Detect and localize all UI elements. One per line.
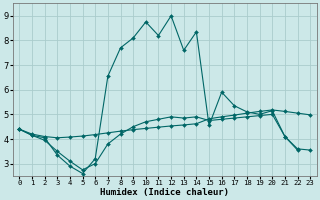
X-axis label: Humidex (Indice chaleur): Humidex (Indice chaleur)	[100, 188, 229, 197]
